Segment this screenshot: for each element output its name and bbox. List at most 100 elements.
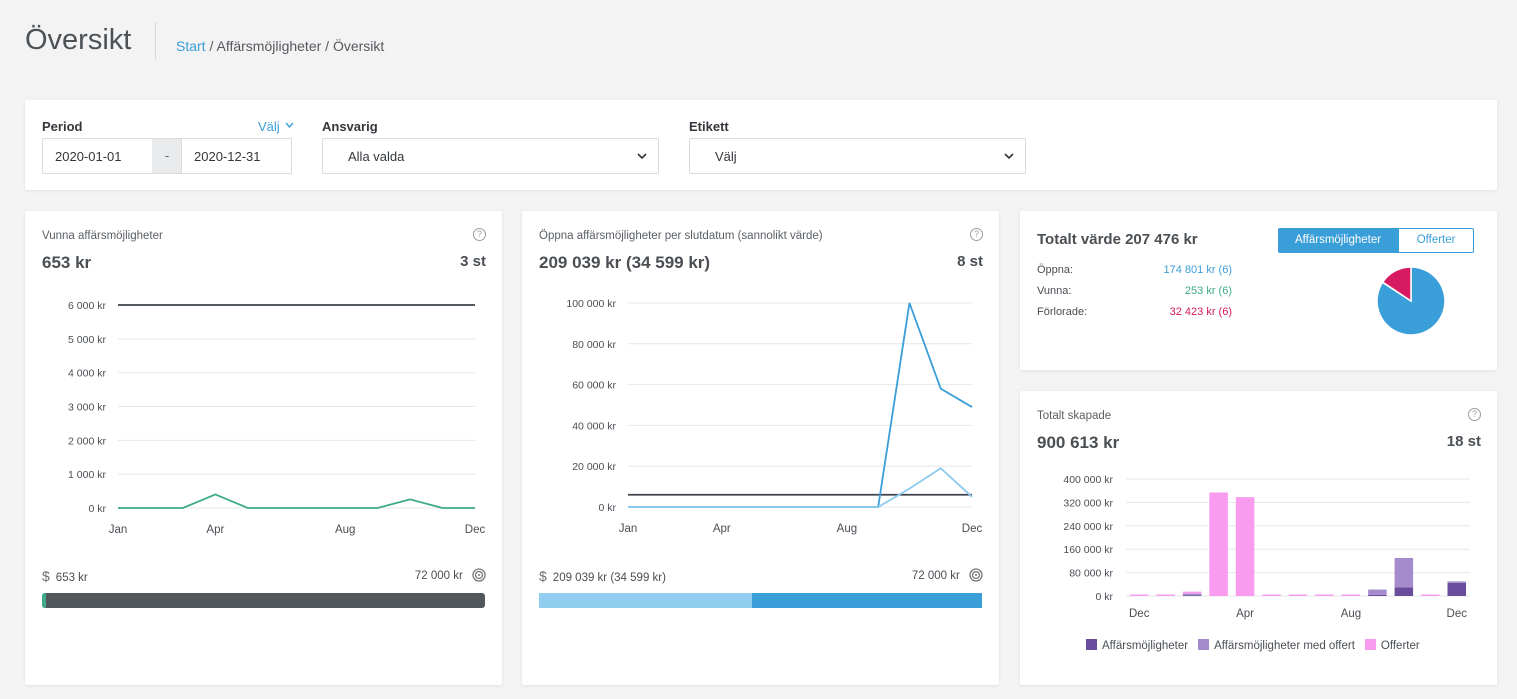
bar-segment [1368,594,1387,596]
created-count: 18 st [1446,433,1481,450]
open-goal-target: 72 000 kr [912,568,983,582]
won-count: 3 st [460,253,486,270]
won-card: Vunna affärsmöjligheter ? 653 kr 3 st 6 … [25,211,502,685]
y-tick-label: 6 000 kr [68,300,106,312]
period-choose-text: Välj [258,119,280,134]
bar-segment [1235,497,1255,596]
created-value: 900 613 kr [1037,433,1120,452]
total-pie-chart [1376,266,1446,336]
bar-segment [1394,587,1414,596]
y-tick-label: 60 000 kr [572,380,616,392]
stat-value: 174 801 kr (6) [1163,264,1232,276]
won-goal-current-text: 653 kr [55,572,88,584]
won-value: 653 kr [42,253,92,272]
date-from-input[interactable]: 2020-01-01 [42,138,153,174]
series-line-öppna [628,302,973,508]
bar-segment [1394,557,1414,588]
pie-slice-förlorade [1381,266,1412,303]
open-card: Öppna affärsmöjligheter per slutdatum (s… [522,211,999,685]
stat-label: Förlorade: [1037,306,1088,318]
created-title: Totalt skapade [1037,410,1112,422]
bar-segment [1288,594,1308,596]
bar-segment [1129,594,1149,596]
x-tick-label: Aug [837,523,857,535]
tag-select-value: Välj [715,149,737,164]
tag-select[interactable]: Välj [689,138,1026,174]
period-choose-link[interactable]: Välj [258,119,294,134]
owner-select[interactable]: Alla valda [322,138,659,174]
y-tick-label: 80 000 kr [1069,568,1113,580]
bar-segment [1156,594,1175,596]
target-icon [969,568,983,582]
pie-slice-öppna [1376,266,1446,336]
toggle-opportunities[interactable]: Affärsmöjligheter [1278,228,1399,253]
legend-item[interactable]: Affärsmöjligheter med offert [1198,639,1355,652]
x-tick-label: Dec [1129,608,1150,620]
open-line-chart: 100 000 kr 80 000 kr 60 000 kr 40 000 kr 20 … [566,298,982,535]
total-toggle: Affärsmöjligheter Offerter [1278,228,1475,253]
won-goal-target: 72 000 kr [415,568,486,582]
y-tick-label: 2 000 kr [68,435,106,447]
open-goal-current-text: 209 039 kr (34 599 kr) [552,572,666,584]
bar-segment [1182,595,1202,596]
y-tick-label: 4 000 kr [68,368,106,380]
breadcrumb-start-link[interactable]: Start [176,38,206,54]
open-title: Öppna affärsmöjligheter per slutdatum (s… [539,230,823,242]
created-legend: Affärsmöjligheter Affärsmöjligheter med o… [1086,639,1420,652]
tag-label: Etikett [689,119,729,134]
open-count: 8 st [957,253,983,270]
total-stat-row: Vunna: 253 kr (6) [1037,285,1232,297]
legend-item[interactable]: Affärsmöjligheter [1086,639,1188,652]
won-progress-fill [42,593,46,608]
open-goal-current: $209 039 kr (34 599 kr) [539,568,666,584]
x-tick-label: Aug [1341,608,1361,620]
y-tick-label: 100 000 kr [566,298,616,310]
y-tick-label: 0 kr [88,503,106,515]
bar-segment [1421,594,1440,596]
total-stat-row: Öppna: 174 801 kr (6) [1037,264,1232,276]
bar-segment [1368,589,1387,595]
bar-segment [1341,594,1361,596]
chevron-down-icon [1004,153,1014,160]
help-icon[interactable]: ? [970,228,983,241]
legend-swatch [1364,639,1376,650]
breadcrumb-separator: / [205,38,217,54]
y-tick-label: 80 000 kr [572,339,616,351]
bar-segment [1182,593,1202,596]
x-tick-label: Apr [713,523,731,535]
owner-label: Ansvarig [322,119,378,134]
y-tick-label: 3 000 kr [68,402,106,414]
help-icon[interactable]: ? [1468,408,1481,421]
total-stat-row: Förlorade: 32 423 kr (6) [1037,306,1232,318]
title-divider [155,22,156,60]
x-tick-label: Jan [619,523,638,535]
breadcrumb-item[interactable]: Affärsmöjligheter [216,38,322,54]
page-header: Översikt Start / Affärsmöjligheter / Öve… [0,0,1517,90]
y-tick-label: 0 kr [1095,591,1113,603]
created-card: Totalt skapade ? 900 613 kr 18 st 400 00… [1020,391,1497,685]
stat-label: Öppna: [1037,264,1074,276]
stat-label: Vunna: [1037,285,1072,297]
y-tick-label: 160 000 kr [1063,544,1113,556]
toggle-offers[interactable]: Offerter [1398,228,1475,253]
date-to-input[interactable]: 2020-12-31 [181,138,292,174]
series-line-sannolikt [628,467,973,508]
y-tick-label: 1 000 kr [68,469,106,481]
won-goal-current: $653 kr [42,568,88,584]
chevron-down-icon [285,122,294,129]
legend-item[interactable]: Offerter [1364,639,1420,652]
owner-select-value: Alla valda [348,149,405,164]
help-icon[interactable]: ? [473,228,486,241]
x-tick-label: Apr [1236,608,1254,620]
period-label: Period [42,119,83,134]
bar-segment [1315,594,1334,596]
dollar-icon: $ [539,568,547,584]
open-goal-target-text: 72 000 kr [911,570,960,582]
x-tick-label: Dec [465,524,486,536]
open-progress-fill [539,593,752,608]
dollar-icon: $ [42,568,50,584]
legend-label: Offerter [1380,640,1420,652]
target-icon [472,568,486,582]
y-tick-label: 20 000 kr [572,461,616,473]
won-progress-bar [42,593,485,608]
